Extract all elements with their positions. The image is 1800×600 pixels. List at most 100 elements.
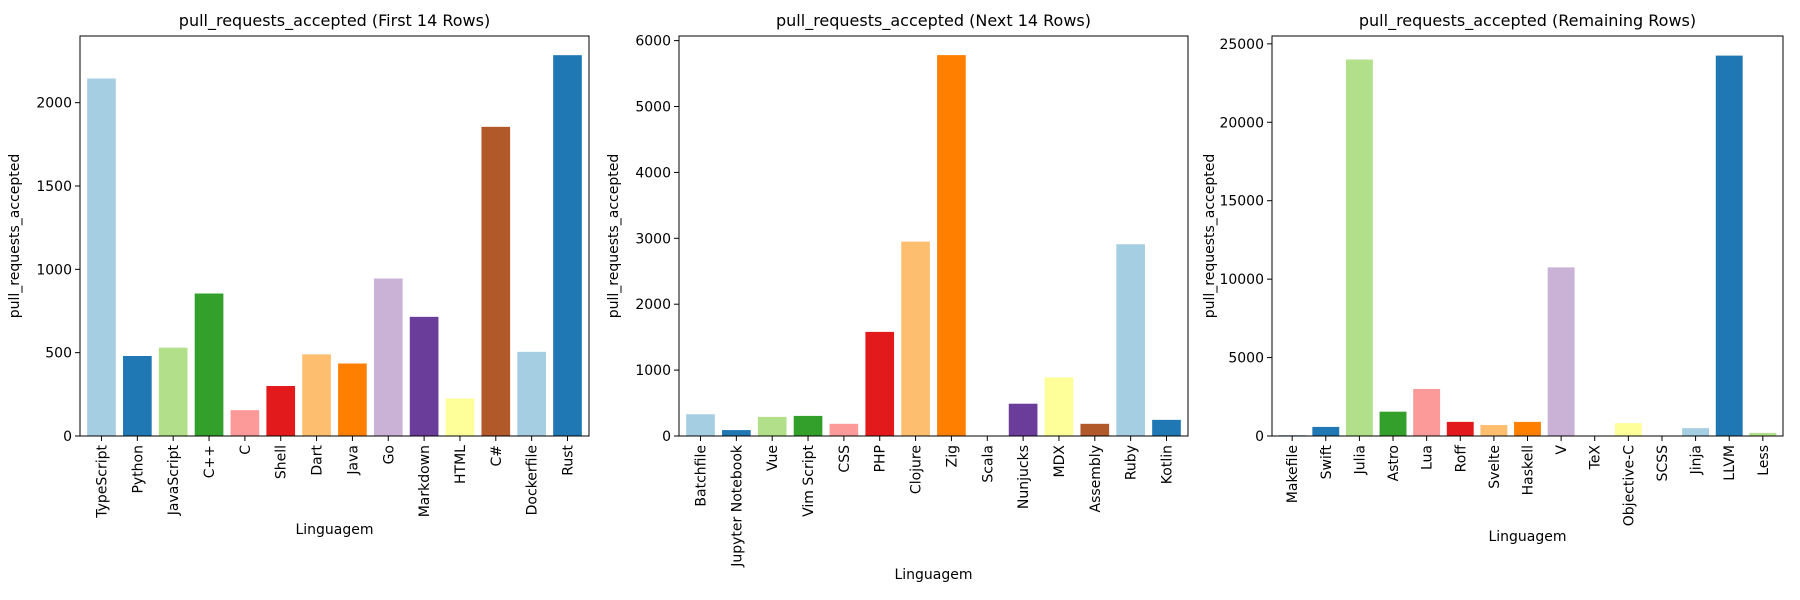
y-tick-label: 6000 [635,34,671,50]
y-tick-label: 4000 [635,165,671,181]
plot-frame [678,35,1189,437]
x-tick-label: Vim Script [801,444,817,516]
x-tick-label: PHP [873,445,889,472]
bar-dockerfile [517,351,546,436]
bar-c- [194,293,224,436]
x-tick-label: Makefile [1285,445,1301,503]
plot-frame [79,35,590,437]
bar-css [829,423,859,436]
x-tick-label: Julia [1352,445,1368,475]
chart-2: pull_requests_accepted (Next 14 Rows) 0 10… [606,11,1189,583]
y-tick-label: 0 [662,429,671,445]
x-tick-label: Less [1756,445,1772,476]
x-tick-label: C# [489,445,505,467]
bar-astro [1379,411,1407,436]
chart-title: pull_requests_accepted (First 14 Rows) [179,11,490,31]
bar-javascript [158,347,188,436]
bar-nunjucks [1008,403,1038,436]
x-tick-label: Lua [1420,445,1436,470]
y-tick-label: 1500 [36,179,72,195]
x-tick-label: Markdown [417,445,433,517]
y-tick-label: 0 [1255,429,1264,445]
x-tick-label: Nunjucks [1016,445,1032,509]
x-tick-label: Vue [765,445,781,471]
x-tick-label: Jinja [1689,445,1705,475]
y-tick-label: 5000 [635,100,671,116]
x-tick-label: Kotlin [1159,445,1175,484]
x-tick-label: JavaScript [166,444,182,516]
bar-php [865,331,895,436]
x-tick-label: Shell [274,445,290,479]
x-tick-label: Java [345,445,361,476]
x-tick-label: Batchfile [694,445,710,507]
x-axis-label: Linguagem [894,567,972,583]
chart-title: pull_requests_accepted (Next 14 Rows) [776,11,1091,31]
chart-3: pull_requests_accepted (Remaining Rows) 0… [1202,11,1784,545]
x-tick-label: Astro [1386,445,1402,481]
x-tick-label: MDX [1052,445,1068,478]
chart-title: pull_requests_accepted (Remaining Rows) [1359,11,1696,31]
y-tick-label: 20000 [1219,115,1264,131]
bar-svelte [1480,425,1508,436]
x-axis-label: Linguagem [1488,529,1566,545]
y-tick-label: 500 [45,346,72,362]
bar-python [123,356,152,436]
bar-go [373,278,403,436]
bar-lua [1413,388,1441,436]
bar-dart [302,354,331,436]
bar-c [230,410,260,436]
bar-java [338,363,367,436]
x-tick-label: Roff [1453,445,1469,473]
x-tick-label: CSS [837,445,853,473]
y-tick-label: 0 [63,429,72,445]
x-tick-label: C [238,445,254,455]
y-tick-label: 5000 [1228,351,1264,367]
bar-ruby [1116,244,1145,436]
bar-assembly [1080,423,1110,436]
y-tick-label: 1000 [36,262,72,278]
chart-1: pull_requests_accepted (First 14 Rows) 0 5… [7,11,590,538]
bar-typescript [87,78,116,436]
bar-vue [757,416,787,436]
x-tick-label: LLVM [1722,445,1738,481]
x-tick-label: Clojure [909,445,925,494]
x-tick-label: V [1554,445,1570,455]
x-tick-label: Zig [944,445,960,467]
x-tick-label: Scala [980,445,996,483]
x-tick-label: Go [381,445,397,464]
bar-vim-script [793,415,823,436]
bar-roff [1446,421,1474,436]
bar-julia [1345,59,1373,436]
bar-rust [553,55,582,437]
y-tick-label: 25000 [1219,37,1264,53]
y-axis-label: pull_requests_accepted [1202,154,1218,319]
bar-kotlin [1152,419,1181,436]
x-axis-label: Linguagem [295,522,373,538]
y-tick-label: 15000 [1219,194,1264,210]
bar-clojure [901,241,930,436]
bar-zig [937,55,966,436]
bar-mdx [1044,377,1074,436]
x-tick-label: HTML [453,445,469,484]
y-axis-label: pull_requests_accepted [606,154,622,319]
bar-haskell [1514,421,1541,436]
x-tick-label: Dart [310,444,326,475]
bar-swift [1312,426,1340,436]
bar-html [445,398,475,436]
x-tick-label: Haskell [1521,445,1537,495]
y-axis-label: pull_requests_accepted [7,154,23,319]
bar-jupyter-notebook [722,430,751,436]
x-tick-label: Ruby [1124,445,1140,480]
x-tick-label: Objective-C [1621,445,1637,526]
bar-less [1749,432,1777,436]
y-tick-label: 10000 [1219,272,1264,288]
x-tick-label: TeX [1588,445,1604,471]
bar-batchfile [686,414,715,436]
x-tick-label: Dockerfile [525,445,541,515]
bar-c- [481,126,511,436]
x-tick-label: TypeScript [95,444,111,518]
bar-markdown [409,316,439,436]
bar-objective-c [1614,423,1642,436]
y-tick-label: 2000 [36,96,72,112]
